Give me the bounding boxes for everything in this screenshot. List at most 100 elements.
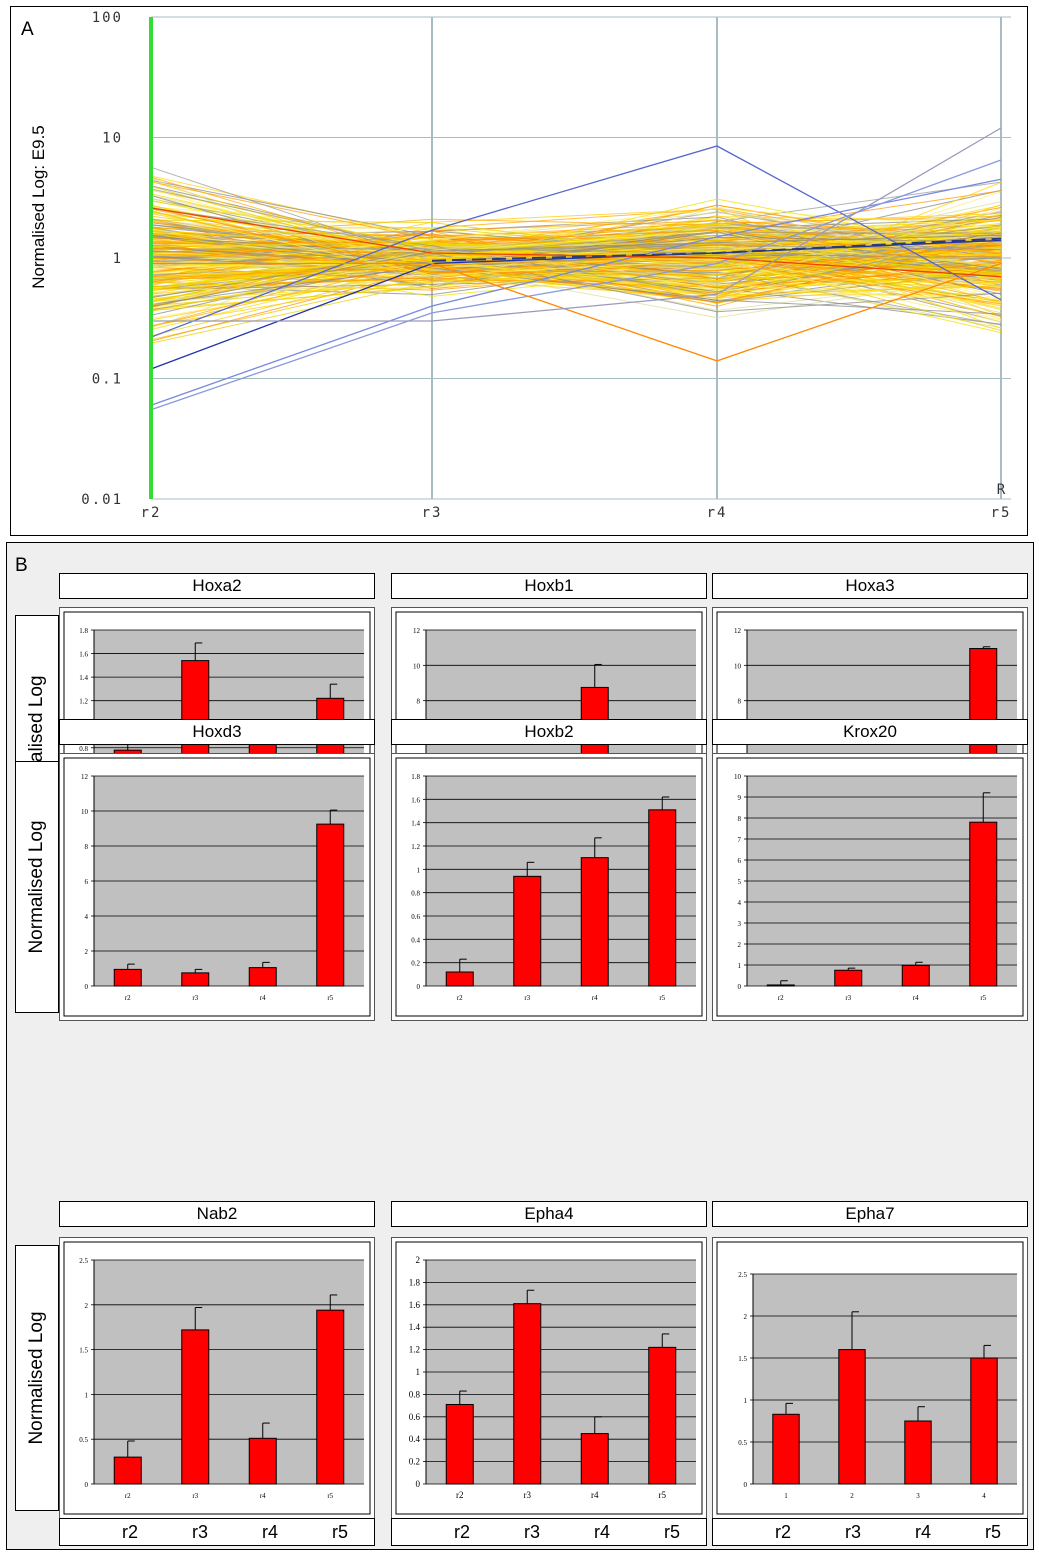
x-tick-label: r4	[707, 505, 728, 521]
x-label: r2	[774, 1522, 792, 1542]
y-tick-label: 2	[85, 948, 89, 956]
profile-line	[150, 166, 1002, 303]
y-tick-label: 1.6	[411, 796, 420, 804]
x-tick-label: r4	[591, 1490, 599, 1500]
bar	[969, 821, 998, 987]
y-tick-label: 8	[738, 815, 742, 823]
x-tick-label: 2	[850, 1492, 854, 1500]
x-tick-label: r3	[845, 994, 851, 1002]
y-tick-label: 1.8	[409, 1277, 421, 1287]
y-tick-label: 1	[417, 866, 421, 874]
y-tick-label: 0.6	[411, 913, 420, 921]
y-tick-label: 2.5	[738, 1271, 747, 1279]
y-tick-label: 1.2	[409, 1345, 420, 1355]
y-tick-label: 100	[92, 10, 123, 26]
profile-line	[150, 188, 1002, 269]
profile-line	[150, 239, 1002, 303]
y-tick-label: 0.2	[409, 1457, 420, 1467]
bar-chart-svg: 0 1 2 3 4 5 6 7 8 9 10 r2 r3 r4 r5	[716, 757, 1024, 1017]
bar-chart-svg: 0 0.2 0.4 0.6 0.8 1 1.2 1.4 1.6 1.8 r2 r3 r4 r5	[395, 757, 703, 1017]
y-tick-label: 1.2	[411, 843, 420, 851]
chart-title: Epha4	[391, 1201, 707, 1227]
x-tick-label: r5	[327, 994, 333, 1002]
y-tick-label: 1	[744, 1397, 748, 1405]
chart-title: Hoxd3	[59, 719, 375, 745]
bar	[513, 875, 542, 987]
y-tick-label: 7	[738, 836, 742, 844]
profile-line	[150, 262, 1002, 303]
x-label: r3	[191, 1522, 209, 1542]
x-label: r5	[663, 1522, 681, 1542]
x-tick-label: r3	[192, 994, 198, 1002]
y-tick-label: 0.4	[409, 1434, 421, 1444]
bar	[970, 1357, 998, 1485]
panel-b-label: B	[15, 555, 28, 576]
y-tick-label: 1.8	[411, 773, 420, 781]
y-tick-label: 2.5	[79, 1257, 88, 1265]
y-tick-label: 0.2	[411, 960, 420, 968]
x-tick-label: 4	[982, 1492, 986, 1500]
y-tick-label: 1.5	[738, 1355, 747, 1363]
profile-bundle	[150, 166, 1002, 344]
x-label: r4	[593, 1522, 611, 1542]
y-tick-label: 0	[417, 983, 421, 991]
bar-chart-nab2: 0 0.5 1 1.5 2 2.5 r2 r3 r4 r5	[59, 1237, 375, 1519]
y-tick-label: 8	[417, 698, 421, 706]
y-tick-label: 10	[102, 131, 123, 147]
y-tick-label: 1.4	[411, 820, 420, 828]
x-tick-label: r2	[125, 1492, 131, 1500]
x-tick-label: r5	[327, 1492, 333, 1500]
chart-title: Hoxa2	[59, 573, 375, 599]
x-labels-row: r2 r3 r4 r5	[712, 1518, 1028, 1546]
y-tick-label: 1.8	[79, 627, 88, 635]
profile-plot: 100 10 1 0.1 0.01 r2 r3 r4 r5 R Normalised Log: E9…	[25, 10, 1011, 521]
bar-chart-svg: 0 2 4 6 8 10 12 r2 r3 r4 r5	[63, 757, 371, 1017]
y-tick-label: 5	[738, 878, 742, 886]
y-tick-label: 1.5	[79, 1347, 88, 1355]
y-tick-label: 0.4	[411, 936, 420, 944]
bar	[113, 968, 142, 987]
y-tick-label: 0	[416, 1479, 421, 1489]
bar	[648, 809, 677, 987]
y-tick-label: 0	[85, 983, 89, 991]
chart-title: Epha7	[712, 1201, 1028, 1227]
x-label: r5	[984, 1522, 1002, 1542]
chart-title: Hoxa3	[712, 573, 1028, 599]
bar-chart-epha7: 0 0.5 1 1.5 2 2.5 1 2 3 4	[712, 1237, 1028, 1519]
profile-line	[150, 258, 1002, 297]
y-tick-label: 1.6	[79, 651, 88, 659]
chart-title: Krox20	[712, 719, 1028, 745]
bar	[513, 1303, 542, 1485]
x-tick-label: r5	[659, 994, 665, 1002]
profile-line	[150, 188, 1002, 252]
series-line	[151, 127, 1002, 322]
bar	[316, 823, 345, 987]
x-tick-label: r4	[260, 994, 266, 1002]
series-line	[151, 262, 1002, 362]
y-tick-label: 0.5	[738, 1439, 747, 1447]
mean-line	[431, 237, 1002, 262]
bar	[181, 972, 210, 987]
y-tick-label: 8	[85, 843, 89, 851]
chart-title: Hoxb2	[391, 719, 707, 745]
profile-line	[150, 232, 1002, 276]
x-labels-row: r2 r3 r4 r5	[59, 1518, 375, 1546]
y-tick-label: 8	[738, 698, 742, 706]
bar	[316, 1309, 345, 1485]
bar	[445, 1403, 474, 1485]
x-tick-label: r4	[260, 1492, 266, 1500]
bar	[113, 1456, 142, 1485]
y-tick-label: 2	[85, 1302, 89, 1310]
bar	[580, 1433, 609, 1485]
profile-line	[150, 232, 1002, 257]
y-tick-label: 2	[744, 1313, 748, 1321]
y-tick-label: 1.4	[79, 674, 88, 682]
chart-title: Nab2	[59, 1201, 375, 1227]
y-tick-label: 6	[85, 878, 89, 886]
bar-chart-hoxd3: 0 2 4 6 8 10 12 r2 r3 r4 r5	[59, 753, 375, 1021]
y-tick-label: 1.2	[79, 698, 88, 706]
y-tick-label: 0.8	[409, 1389, 421, 1399]
y-tick-label: 1.6	[409, 1300, 421, 1310]
series-line	[150, 178, 1002, 406]
x-tick-label: r3	[192, 1492, 198, 1500]
